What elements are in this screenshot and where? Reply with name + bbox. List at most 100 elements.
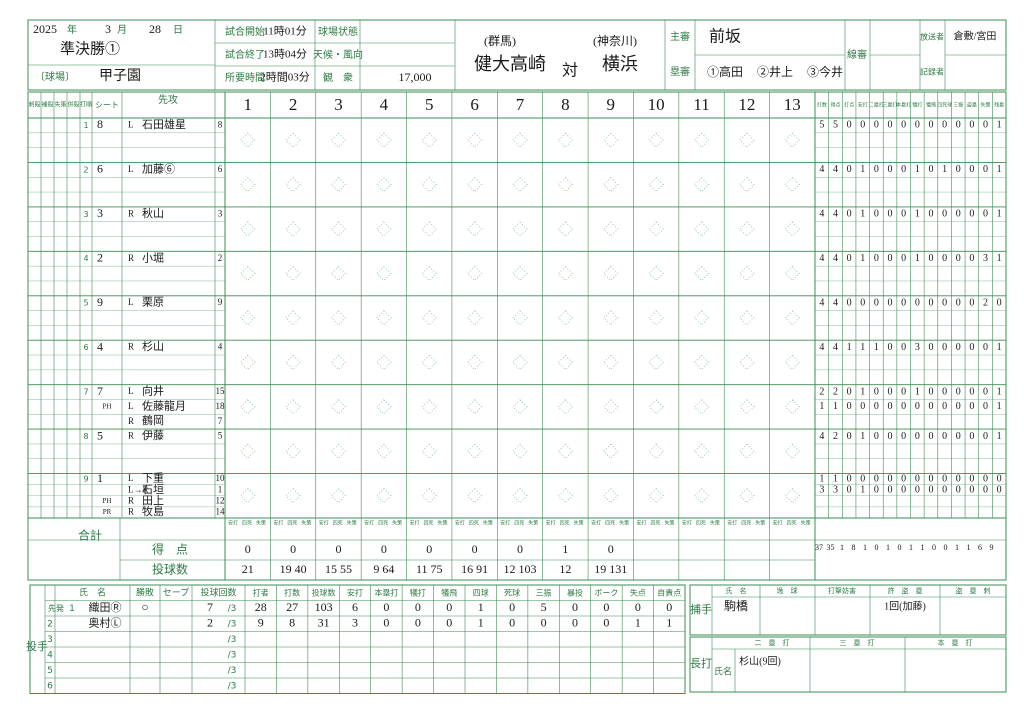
label: 0 <box>983 431 988 442</box>
label: 3 <box>983 253 988 264</box>
label: 5 <box>97 428 103 442</box>
label: 0 <box>915 431 920 442</box>
label: L <box>128 473 134 483</box>
label: 1 <box>860 342 865 353</box>
label: 0 <box>847 120 852 131</box>
diamond <box>466 265 483 282</box>
label: 打順 <box>80 101 92 109</box>
label: 0 <box>415 616 421 630</box>
label: 併殺 <box>67 101 79 109</box>
diamond <box>784 310 801 326</box>
label: 18 <box>216 401 226 411</box>
label: 1 <box>860 209 865 220</box>
diamond <box>648 221 664 237</box>
label: 1 <box>921 543 925 552</box>
label: 安打 <box>546 520 556 527</box>
label: 天候・風向 <box>313 48 363 61</box>
diamond <box>557 221 574 237</box>
label: 4 <box>819 297 824 308</box>
label: 7 <box>83 388 88 397</box>
label: 0 <box>942 401 947 412</box>
label: 3 <box>218 208 223 218</box>
label: 2 <box>207 616 213 630</box>
diamond <box>239 488 256 504</box>
label: 0 <box>997 485 1002 496</box>
diamond <box>421 310 437 326</box>
label: 0 <box>847 297 852 308</box>
label: 1 <box>243 95 252 114</box>
label: 投手 <box>26 639 48 653</box>
label: 13時04分 <box>263 48 307 61</box>
label: 失策 <box>981 102 991 109</box>
label: 0 <box>983 485 988 496</box>
diamond <box>285 176 301 193</box>
label: 0 <box>928 401 933 412</box>
diamond <box>739 399 755 415</box>
label: 安打 <box>682 520 692 527</box>
diamond <box>557 354 574 371</box>
diamond <box>239 443 256 460</box>
label: 三 塁 打 <box>840 638 875 647</box>
label: 安打 <box>773 520 783 527</box>
diamond <box>421 488 437 504</box>
label: 0 <box>847 473 852 484</box>
box <box>689 584 1007 636</box>
label: 4 <box>218 342 223 352</box>
label: 2 <box>47 619 53 629</box>
diamond <box>376 176 392 193</box>
diamond <box>648 354 664 371</box>
label: 二塁打 <box>869 102 884 109</box>
label: 0 <box>847 209 852 220</box>
label: 先発 <box>48 603 64 613</box>
label: 1 <box>886 543 890 552</box>
diamond <box>693 399 710 415</box>
label: 1 <box>863 543 867 552</box>
label: 0 <box>383 600 389 614</box>
label: 1 <box>860 386 865 397</box>
diamond <box>376 132 392 148</box>
diamond <box>693 265 710 282</box>
diamond <box>603 354 619 371</box>
label: 1 <box>478 616 484 630</box>
label: 1 <box>909 543 913 552</box>
label: 2025 <box>33 22 57 36</box>
label: 2 <box>819 386 824 397</box>
label: 9 <box>83 475 88 484</box>
label: 0 <box>956 431 961 442</box>
label: 0 <box>969 297 974 308</box>
label: 0 <box>603 616 609 630</box>
label: 1 <box>997 253 1002 264</box>
label: 犠飛 <box>441 587 457 597</box>
diamond <box>285 399 301 415</box>
label: 四死 <box>514 521 524 527</box>
diamond <box>239 399 256 415</box>
label: 0 <box>983 401 988 412</box>
label: 前坂 <box>709 28 741 46</box>
label: 健大高崎 <box>474 54 546 74</box>
label: 0 <box>944 543 948 552</box>
diamond <box>739 310 755 326</box>
diamond <box>512 176 528 193</box>
diamond <box>285 443 301 460</box>
label: 1 <box>860 164 865 175</box>
label: 4 <box>833 342 838 353</box>
diamond <box>603 443 619 460</box>
label: 打撃妨害 <box>828 586 856 595</box>
label: 1 <box>997 401 1002 412</box>
label: 0 <box>969 401 974 412</box>
label: 0 <box>928 342 933 353</box>
label: 0 <box>888 485 893 496</box>
label: L <box>128 164 134 174</box>
label: 4 <box>819 431 824 442</box>
label: 0 <box>901 473 906 484</box>
diamond <box>784 176 801 193</box>
label: 0 <box>928 485 933 496</box>
label: 21 <box>242 562 254 576</box>
label: 球場状態 <box>318 25 358 38</box>
label: 駒橋 <box>724 599 748 613</box>
label: 四球 <box>473 587 489 597</box>
label: /3 <box>228 681 237 691</box>
diamond <box>376 354 392 371</box>
diamond <box>739 488 755 504</box>
